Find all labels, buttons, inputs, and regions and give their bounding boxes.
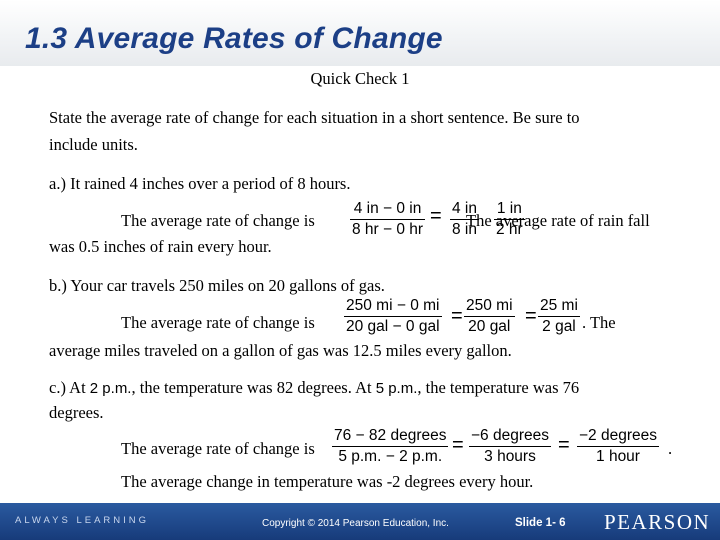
fraction-bar [538,316,580,317]
part-a-answer: was 0.5 inches of rain every hour. [49,237,272,256]
footer-copyright: Copyright © 2014 Pearson Education, Inc. [262,518,449,529]
fraction-denominator: 2 gal [542,318,576,335]
equals-sign: = [430,205,442,227]
fraction-numerator: 4 in [452,200,477,217]
part-c-answer: The average change in temperature was -2… [121,472,534,491]
equals-sign: = [451,305,463,327]
equals-sign: = [525,305,537,327]
part-b-lead: The average rate of change is [121,313,315,332]
part-c-question: c.) At 2 p.m., the temperature was 82 de… [49,378,579,398]
part-a-fraction-2: 4 in 8 in [450,200,479,239]
fraction-bar [344,316,442,317]
pearson-logo: PEARSON [604,510,711,534]
fraction-numerator: −2 degrees [579,427,657,444]
fraction-numerator: 4 in − 0 in [353,200,422,217]
part-c-time-1: 2 p.m. [89,380,132,397]
part-b-fraction-2: 250 mi 20 gal [464,297,515,336]
part-c-fraction-2: −6 degrees 3 hours [469,427,551,466]
part-b-answer: average miles traveled on a gallon of ga… [49,341,512,360]
slide-number: Slide 1- 6 [515,517,566,529]
slide-subtitle: Quick Check 1 [310,69,410,88]
fraction-bar [332,446,449,447]
fraction-denominator: 2 hr [496,221,523,238]
part-c-time-2: 5 p.m. [375,380,418,397]
footer-tagline: ALWAYS LEARNING [15,515,150,526]
part-b-question: b.) Your car travels 250 miles on 20 gal… [49,276,385,295]
fraction-denominator: 20 gal [468,318,511,335]
fraction-numerator: 250 mi − 0 mi [346,297,440,314]
fraction-denominator: 8 in [452,221,477,238]
part-c-question-mid: , the temperature was 82 degrees. At [131,378,372,397]
instructions-line-2: include units. [49,135,138,154]
part-a-fraction-1: 4 in − 0 in 8 hr − 0 hr [350,200,426,239]
part-c-tail: . [668,439,673,458]
title-band [0,0,720,66]
part-b-fraction-1: 250 mi − 0 mi 20 gal − 0 gal [344,297,442,336]
part-b-fraction-3: 25 mi 2 gal [538,297,580,336]
part-c-question-line-2: degrees. [49,403,104,422]
part-a-tail: The average rate of rain fall [466,211,650,230]
part-a-lead: The average rate of change is [121,211,315,230]
part-c-question-start: c.) At [49,378,86,397]
part-c-lead: The average rate of change is [121,439,315,458]
footer-bar: ALWAYS LEARNING Copyright © 2014 Pearson… [0,503,720,540]
slide-title: 1.3 Average Rates of Change [25,22,443,55]
part-c-question-end: , the temperature was 76 [417,378,580,397]
fraction-denominator: 20 gal − 0 gal [346,318,440,335]
equals-sign: = [452,434,464,456]
fraction-bar [577,446,659,447]
fraction-denominator: 8 hr − 0 hr [352,221,424,238]
fraction-bar [350,219,426,220]
fraction-bar [450,219,479,220]
fraction-denominator: 1 hour [596,448,640,465]
part-a-fraction-3: 1 in 2 hr [494,200,525,239]
fraction-numerator: 76 − 82 degrees [334,427,447,444]
fraction-numerator: −6 degrees [471,427,549,444]
fraction-numerator: 25 mi [540,297,578,314]
part-c-fraction-3: −2 degrees 1 hour [577,427,659,466]
equals-sign: = [558,434,570,456]
fraction-bar [494,219,525,220]
fraction-denominator: 3 hours [484,448,536,465]
fraction-bar [464,316,515,317]
fraction-numerator: 1 in [496,200,522,217]
fraction-bar [469,446,551,447]
fraction-denominator: 5 p.m. − 2 p.m. [338,448,443,465]
fraction-numerator: 250 mi [466,297,513,314]
part-b-tail: . The [582,313,616,332]
part-a-question: a.) It rained 4 inches over a period of … [49,174,351,193]
part-c-fraction-1: 76 − 82 degrees 5 p.m. − 2 p.m. [332,427,449,466]
instructions-line-1: State the average rate of change for eac… [49,108,580,127]
